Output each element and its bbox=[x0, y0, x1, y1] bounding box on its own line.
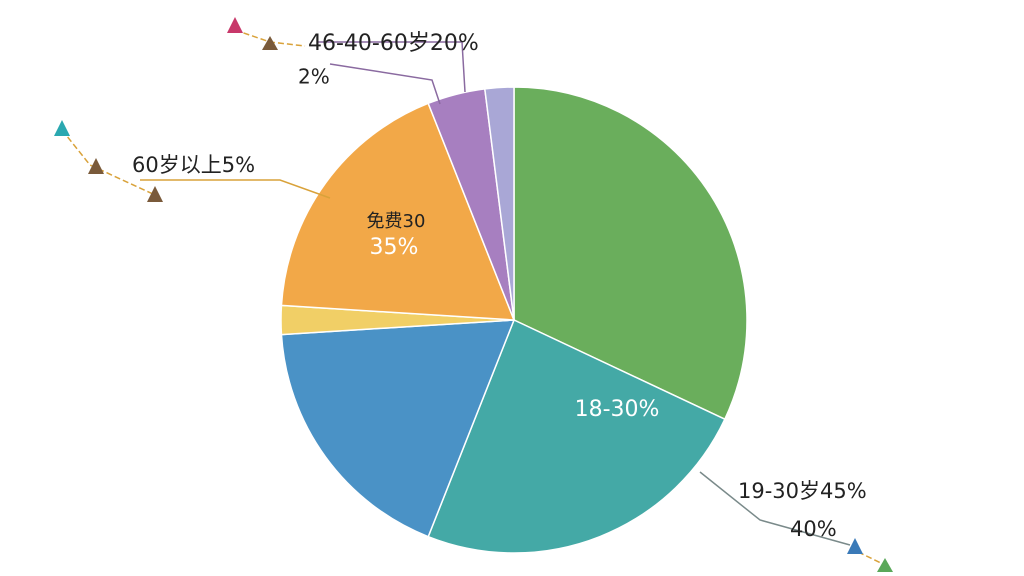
annotation: 40% bbox=[790, 517, 837, 541]
annotation: 35% bbox=[370, 235, 419, 260]
leader-line bbox=[140, 179, 331, 199]
leader-line bbox=[329, 63, 441, 105]
annotation: 19-30岁45% bbox=[738, 479, 867, 503]
arrow-markers bbox=[54, 17, 893, 572]
annotation: 2% bbox=[298, 65, 330, 89]
annotation: 免费30 bbox=[367, 211, 426, 232]
arrow-marker bbox=[262, 36, 278, 50]
annotation: 60岁以上5% bbox=[132, 153, 255, 177]
pie-slice bbox=[280, 102, 516, 321]
arrow-marker bbox=[54, 120, 70, 136]
leader-line bbox=[699, 471, 851, 546]
annotation: 18-30% bbox=[575, 397, 660, 422]
pie-slice bbox=[427, 318, 726, 554]
leader-lines bbox=[61, 29, 886, 566]
arrow-marker bbox=[147, 186, 163, 202]
pie-slice bbox=[483, 86, 515, 321]
leader-line bbox=[61, 129, 156, 196]
pie-slice bbox=[280, 319, 516, 538]
pie bbox=[280, 86, 748, 554]
pie-slice bbox=[513, 86, 748, 421]
leader-line bbox=[849, 547, 886, 566]
arrow-marker bbox=[847, 538, 863, 554]
arrow-marker bbox=[88, 158, 104, 174]
arrow-marker bbox=[227, 17, 243, 33]
leader-line bbox=[318, 41, 466, 93]
arrow-marker bbox=[877, 558, 893, 572]
annotation: 46-40-60岁20% bbox=[308, 31, 479, 56]
